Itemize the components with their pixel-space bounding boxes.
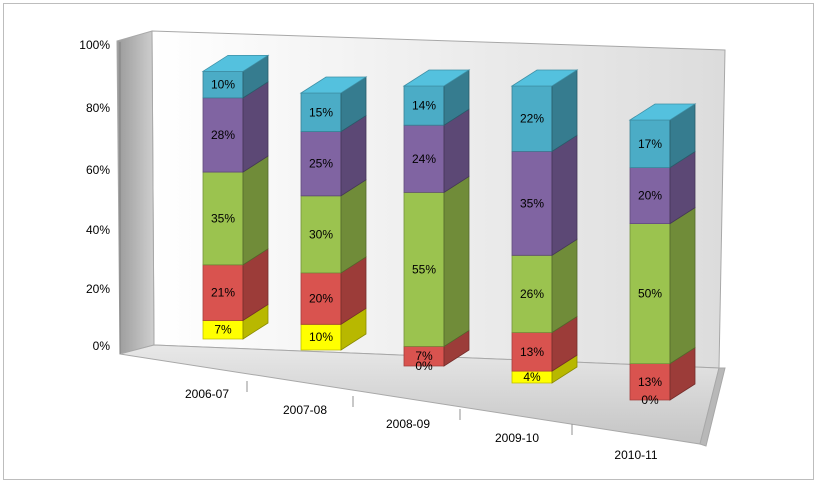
data-label: 14% [412, 99, 436, 113]
bar-segment-side [242, 155, 269, 266]
data-label: 24% [412, 152, 436, 166]
floor-right-edge [699, 367, 726, 447]
y-tick-label-20: 20% [86, 282, 110, 296]
data-label: 28% [211, 128, 235, 142]
y-tick-label-100: 100% [79, 38, 110, 52]
data-label: 50% [638, 287, 662, 301]
stacked-3d-bar-chart: 0% 20% 40% 60% 80% 100% 2006-07 2007-08 … [79, 30, 726, 462]
column-2007-08: 10% 20% 30% 25% 15% [299, 76, 368, 351]
category-label-2006-07: 2006-07 [185, 387, 229, 401]
column-2009-10: 4% 13% 26% 35% 22% [510, 69, 579, 384]
data-label: 35% [211, 211, 235, 225]
data-label: 7% [214, 323, 232, 337]
data-label: 7% [415, 349, 433, 363]
labels-2007-08: 10% 20% 30% 25% 15% [309, 105, 333, 344]
labels-2009-10: 4% 13% 26% 35% 22% [520, 112, 544, 384]
data-label: 10% [211, 78, 235, 92]
data-label: 26% [520, 287, 544, 301]
bar-segment-top [628, 103, 697, 121]
labels-2010-11: 0% 13% 50% 20% 17% [638, 137, 662, 407]
data-label: 17% [638, 137, 662, 151]
data-label: 13% [638, 375, 662, 389]
category-label-2007-08: 2007-08 [283, 403, 327, 417]
side-wall [116, 30, 155, 355]
y-tick-label-0: 0% [93, 339, 111, 353]
labels-2006-07: 7% 21% 35% 28% 10% [211, 78, 235, 337]
bar-segment-side [443, 175, 470, 348]
category-label-2010-11: 2010-11 [614, 448, 657, 462]
data-label: 4% [523, 370, 541, 384]
data-label: 20% [309, 292, 333, 306]
category-axis: 2006-07 2007-08 2008-09 2009-10 2010-11 [185, 381, 658, 462]
data-label: 35% [520, 196, 544, 210]
bars-group: 7%21%35%28%10%10%20%30%25%15%0%7%55%24%1… [201, 54, 697, 407]
y-tick-label-40: 40% [86, 223, 110, 237]
data-label: 0% [415, 359, 433, 373]
data-label: 0% [641, 393, 659, 407]
column-2006-07: 7% 21% 35% 28% 10% [201, 54, 270, 340]
bar-segment-side [551, 134, 578, 257]
y-tick-label-60: 60% [86, 163, 110, 177]
value-axis-ticks: 0% 20% 40% 60% 80% 100% [79, 38, 110, 353]
column-2008-09: 0%7% 55% 24% 14% [402, 69, 471, 373]
category-label-2008-09: 2008-09 [386, 417, 430, 431]
bar-segment-top [510, 69, 579, 87]
bar-segment-top [201, 54, 270, 72]
y-tick-label-80: 80% [86, 101, 110, 115]
data-label: 21% [211, 286, 235, 300]
bar-segment-top [299, 76, 368, 94]
labels-2008-09: 0%7% 55% 24% 14% [412, 99, 436, 373]
data-label: 22% [520, 112, 544, 126]
bar-segment-top [402, 69, 471, 87]
data-label: 55% [412, 262, 436, 276]
data-label: 25% [309, 157, 333, 171]
data-label: 20% [638, 189, 662, 203]
data-label: 10% [309, 330, 333, 344]
bar-segment-side [669, 206, 696, 365]
data-label: 15% [309, 105, 333, 119]
category-label-2009-10: 2009-10 [495, 431, 539, 445]
chart-frame: 0% 20% 40% 60% 80% 100% 2006-07 2007-08 … [3, 3, 814, 480]
data-label: 13% [520, 345, 544, 359]
data-label: 30% [309, 227, 333, 241]
value-axis: 0% 20% 40% 60% 80% 100% [79, 38, 121, 354]
column-2010-11: 0% 13% 50% 20% 17% [628, 103, 697, 407]
